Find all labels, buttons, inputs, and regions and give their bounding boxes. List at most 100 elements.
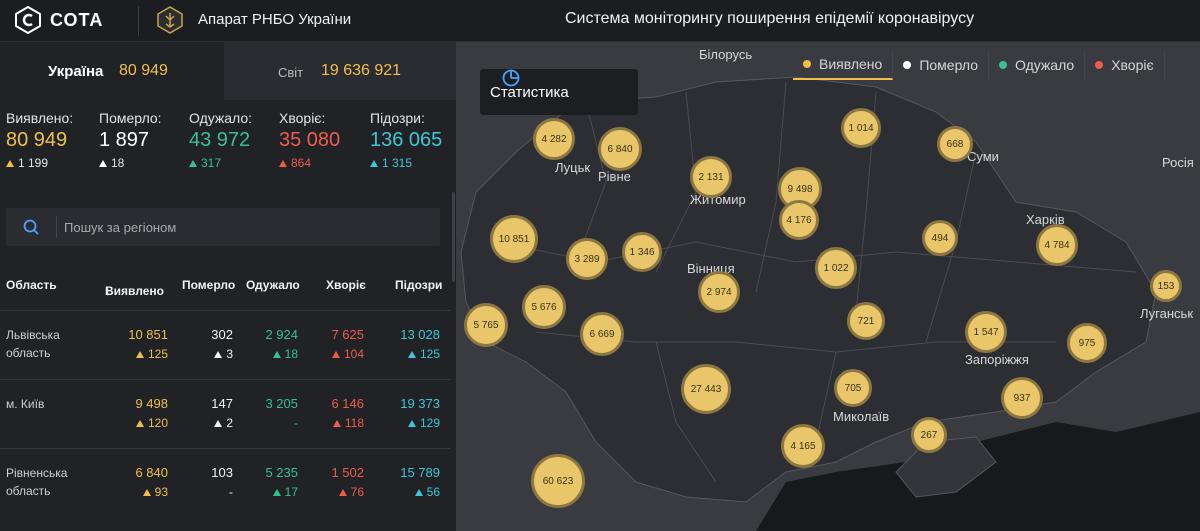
sort-desc-icon: ↓: [105, 284, 111, 298]
header-divider: [138, 6, 139, 36]
stat-delta: 1 199: [6, 156, 73, 170]
cell-detected: 9 498 120: [108, 396, 168, 430]
cell-sick: 6 146 118: [304, 396, 364, 430]
stat-delta-value: 864: [291, 156, 312, 170]
region-bubble[interactable]: 27 443: [681, 364, 731, 414]
region-bubble[interactable]: 5 765: [464, 303, 508, 347]
region-bubble[interactable]: 4 784: [1036, 224, 1078, 266]
tab-world[interactable]: Світ 19 636 921: [224, 42, 456, 100]
region-bubble[interactable]: 267: [911, 417, 947, 453]
arrow-up-icon: [272, 350, 281, 358]
region-bubble[interactable]: 668: [937, 126, 973, 162]
region-bubble[interactable]: 2 131: [690, 156, 732, 198]
cell-value: 3 205: [265, 396, 298, 411]
cell-delta-value: 118: [344, 416, 364, 430]
table-row[interactable]: Рівненська область 6 840 93 103- 5 235 17 …: [0, 448, 450, 516]
region-bubble[interactable]: 3 289: [566, 238, 608, 280]
stat-delta: 1 315: [370, 156, 442, 170]
region-bubble[interactable]: 494: [922, 220, 958, 256]
stat-died: Померло: 1 897 18: [99, 110, 162, 170]
legend-died[interactable]: Померло: [893, 50, 990, 80]
cell-recovered: 5 235 17: [238, 465, 298, 499]
row-region-name: Львівська область: [6, 328, 60, 360]
summary-stats: Виявлено: 80 949 1 199 Померло: 1 897 18…: [0, 110, 456, 180]
cell-detected: 10 851 125: [108, 327, 168, 361]
region-bubble[interactable]: 6 669: [580, 312, 624, 356]
col-detected-label: Виявлено: [105, 284, 164, 298]
region-bubble[interactable]: 60 623: [531, 454, 585, 508]
cell-delta-value: 17: [284, 485, 298, 499]
stat-suspected: Підозри: 136 065 1 315: [370, 110, 442, 170]
row-region-name: Рівненська область: [6, 466, 68, 498]
arrow-up-icon: [135, 419, 144, 427]
cell-value: 1 502: [331, 465, 364, 480]
cell-delta: 56: [380, 485, 440, 499]
stat-detected: Виявлено: 80 949 1 199: [6, 110, 73, 170]
tab-world-value: 19 636 921: [321, 62, 402, 79]
region-bubble[interactable]: 937: [1001, 377, 1043, 419]
map-label: Харків: [1026, 212, 1065, 227]
arrow-up-icon: [214, 419, 223, 427]
region-bubble[interactable]: 1 014: [841, 108, 881, 148]
ukraine-territory: [460, 76, 1157, 503]
region-bubble[interactable]: 2 974: [698, 271, 740, 313]
col-region[interactable]: Область: [6, 278, 57, 292]
cell-suspected: 13 028 125: [380, 327, 440, 361]
brand-logo[interactable]: СОТА: [14, 5, 103, 35]
cell-value: 2 924: [265, 327, 298, 342]
epidemic-map[interactable]: Статистика Виявлено Померло Одужало Хвор…: [456, 42, 1200, 531]
region-bubble[interactable]: 975: [1067, 323, 1107, 363]
arrow-up-icon: [331, 350, 340, 358]
region-bubble[interactable]: 4 165: [781, 424, 825, 468]
cell-delta: 76: [304, 485, 364, 499]
cell-value: 302: [211, 327, 233, 342]
region-bubble[interactable]: 1 022: [815, 247, 857, 289]
cell-delta-value: 76: [350, 485, 364, 499]
table-row[interactable]: Львівська область 10 851 125 302 3 2 924 18…: [0, 310, 450, 378]
region-bubble[interactable]: 5 676: [522, 285, 566, 329]
dot-icon: [803, 60, 811, 68]
region-bubble[interactable]: 4 282: [533, 118, 575, 160]
cell-recovered: 2 924 18: [238, 327, 298, 361]
stat-delta: 864: [279, 156, 340, 170]
table-row[interactable]: м. Київ 9 498 120 147 2 3 205- 6 146 118 19…: [0, 379, 450, 447]
stat-delta-value: 1 199: [18, 156, 49, 170]
cell-delta: 125: [108, 347, 168, 361]
region-bubble[interactable]: 153: [1150, 270, 1182, 302]
region-bubble[interactable]: 1 346: [622, 232, 662, 272]
cell-value: 15 789: [400, 465, 440, 480]
cell-delta-value: 104: [343, 347, 364, 361]
region-bubble[interactable]: 4 176: [779, 200, 819, 240]
search-input[interactable]: [64, 208, 434, 246]
search-icon[interactable]: [23, 219, 39, 235]
tab-ukraine[interactable]: Україна 80 949: [0, 42, 224, 100]
arrow-up-icon: [407, 419, 416, 427]
brand-name: СОТА: [50, 9, 104, 30]
cell-suspected: 15 789 56: [380, 465, 440, 499]
stat-delta-value: 1 315: [382, 156, 413, 170]
cell-delta: 18: [238, 347, 298, 361]
cell-delta: 118: [304, 416, 364, 430]
legend-detected[interactable]: Виявлено: [793, 50, 894, 80]
map-label: Миколаїв: [833, 409, 890, 424]
stat-label: Хворіє:: [279, 110, 326, 126]
scrollbar[interactable]: [452, 192, 455, 282]
region-bubble[interactable]: 721: [847, 302, 885, 340]
region-bubble[interactable]: 705: [834, 369, 872, 407]
region-bubble[interactable]: 6 840: [598, 127, 642, 171]
legend-sick[interactable]: Хворіє: [1085, 50, 1165, 80]
map-legend: Виявлено Померло Одужало Хворіє: [793, 50, 1165, 80]
region-bubble[interactable]: 10 851: [490, 215, 538, 263]
stat-value: 1 897: [99, 129, 150, 151]
col-died[interactable]: Померло: [182, 278, 236, 292]
col-suspected[interactable]: Підозри: [395, 278, 443, 292]
arrow-up-icon: [370, 159, 378, 167]
cell-delta-value: 129: [419, 416, 440, 430]
col-sick[interactable]: Хворіє: [326, 278, 366, 292]
statistics-button[interactable]: Статистика: [480, 69, 638, 115]
cell-delta: 125: [380, 347, 440, 361]
map-label: Рівне: [598, 169, 631, 184]
legend-recovered[interactable]: Одужало: [989, 50, 1086, 80]
col-recovered[interactable]: Одужало: [246, 278, 300, 292]
region-bubble[interactable]: 1 547: [965, 311, 1007, 353]
